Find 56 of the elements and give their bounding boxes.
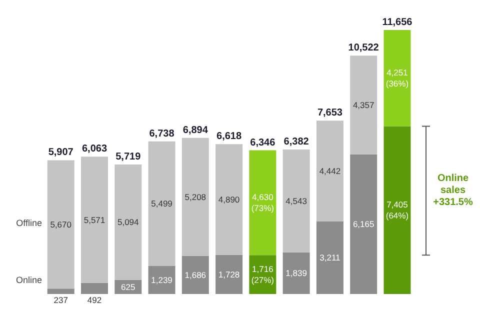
data-label: 1,716 (27%) xyxy=(251,264,274,286)
total-label: 6,346 xyxy=(250,137,276,148)
bar xyxy=(282,149,310,252)
total-label: 11,656 xyxy=(382,17,413,28)
data-label: 5,670 xyxy=(50,219,72,230)
bar xyxy=(182,256,209,294)
total-label: 5,719 xyxy=(116,151,142,162)
total-label: 6,063 xyxy=(82,144,108,155)
data-label: 4,251 (36%) xyxy=(386,68,409,89)
bar xyxy=(216,144,243,255)
bar xyxy=(81,156,108,283)
bar xyxy=(249,150,276,256)
bar xyxy=(350,56,378,154)
data-label: 1,239 xyxy=(151,274,173,285)
bar xyxy=(182,138,209,256)
data-label: 3,211 xyxy=(320,252,341,263)
bar xyxy=(148,266,176,294)
total-label: 6,894 xyxy=(182,124,208,136)
total-label: 5,907 xyxy=(48,147,74,158)
data-label: 5,571 xyxy=(84,214,106,225)
data-label: 4,357 xyxy=(352,100,374,110)
bar xyxy=(384,30,411,126)
bar xyxy=(216,254,243,294)
data-label: 1,839 xyxy=(286,268,308,278)
bar xyxy=(148,141,176,266)
data-label: 4,890 xyxy=(218,194,240,204)
bar xyxy=(47,160,74,289)
data-label: 4,442 xyxy=(319,166,341,176)
data-label: 5,499 xyxy=(151,198,173,209)
data-label: 6,165 xyxy=(352,219,374,230)
data-label: 5,208 xyxy=(184,192,206,202)
series-label: Offline xyxy=(15,218,42,228)
data-label: 492 xyxy=(87,295,102,305)
data-label: 5,094 xyxy=(117,217,140,228)
total-label: 7,653 xyxy=(317,108,343,119)
total-label: 6,618 xyxy=(216,131,242,142)
bar xyxy=(384,126,411,294)
bar xyxy=(350,154,378,294)
bar xyxy=(316,221,344,294)
series-label: Online xyxy=(14,274,42,285)
total-label: 10,522 xyxy=(348,42,380,54)
bar xyxy=(114,164,142,280)
data-label: 625 xyxy=(121,282,136,292)
total-label: 6,382 xyxy=(284,136,310,148)
data-label: 4,630 (73%) xyxy=(251,192,274,214)
data-label: 1,686 xyxy=(184,270,206,280)
data-label: 7,405 (64%) xyxy=(386,200,409,221)
bar xyxy=(282,252,310,294)
text: Online sales +331.5% xyxy=(432,172,474,209)
data-label: 4,543 xyxy=(286,196,308,206)
bar xyxy=(316,120,344,222)
bar xyxy=(47,288,74,294)
total-label: 6,738 xyxy=(149,128,175,140)
bar xyxy=(81,282,108,294)
data-label: 1,728 xyxy=(218,269,240,280)
data-label: 237 xyxy=(54,295,68,305)
